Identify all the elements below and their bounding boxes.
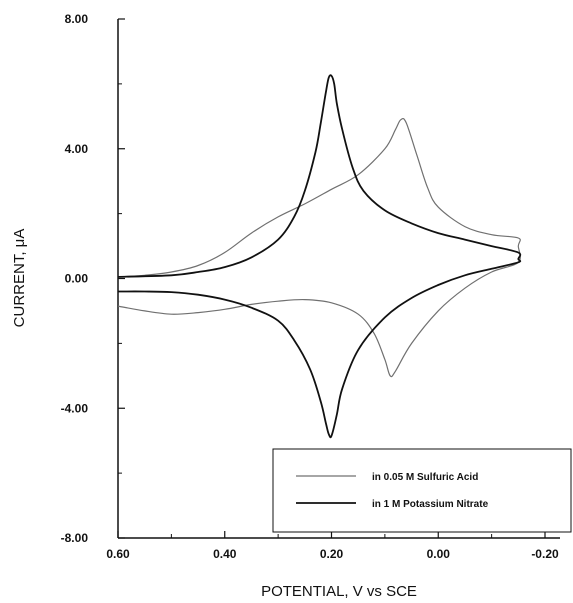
data-series bbox=[117, 74, 522, 439]
y-tick-label-0: 8.00 bbox=[65, 12, 89, 26]
y-tick-label-1: 4.00 bbox=[65, 142, 89, 156]
legend-box bbox=[272, 448, 572, 533]
x-tick-label-1: 0.40 bbox=[213, 547, 237, 561]
y-tick-label-3: -4.00 bbox=[61, 401, 89, 415]
x-tick-label-3: 0.00 bbox=[427, 547, 451, 561]
tick-labels: 8.00 4.00 0.00 -4.00 -8.00 0.60 0.40 0.20 0.00 -0… bbox=[61, 12, 559, 561]
series-line-1 bbox=[117, 74, 522, 439]
x-tick-label-2: 0.20 bbox=[320, 547, 344, 561]
y-tick-label-4: -8.00 bbox=[61, 531, 89, 545]
x-tick-label-0: 0.60 bbox=[106, 547, 130, 561]
y-tick-label-2: 0.00 bbox=[65, 272, 89, 286]
y-axis-title: CURRENT, μA bbox=[11, 229, 28, 328]
series-line-0 bbox=[117, 117, 521, 378]
legend-label-1: in 1 M Potassium Nitrate bbox=[372, 499, 489, 510]
x-axis-title: POTENTIAL, V vs SCE bbox=[261, 583, 417, 600]
x-tick-label-4: -0.20 bbox=[531, 547, 559, 561]
legend-label-0: in 0.05 M Sulfuric Acid bbox=[372, 472, 478, 483]
legend: in 0.05 M Sulfuric Acid in 1 M Potassium… bbox=[272, 448, 572, 533]
